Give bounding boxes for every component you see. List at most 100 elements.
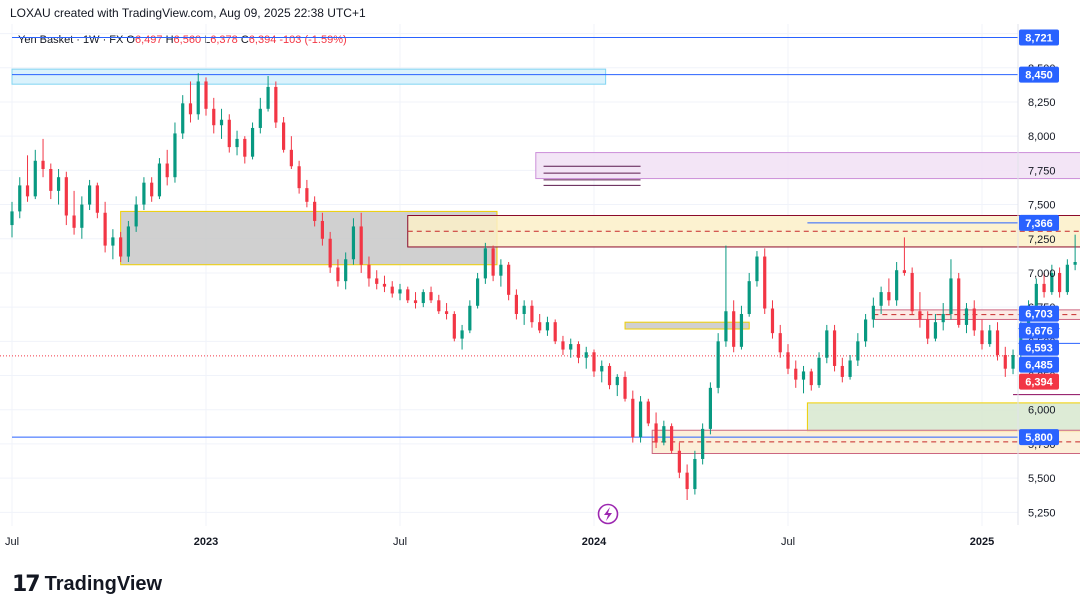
symbol-label[interactable]: Yen Basket · 1W · FX	[18, 34, 124, 46]
candle-body	[592, 352, 596, 372]
candle-body	[926, 319, 930, 339]
lightning-icon[interactable]	[597, 503, 619, 525]
candle-body	[351, 226, 356, 260]
candle-body	[235, 138, 239, 148]
candle-body	[476, 278, 480, 306]
candle-body	[739, 313, 744, 347]
candle-body	[491, 248, 495, 276]
candle-body	[95, 185, 99, 213]
levels-layer	[0, 37, 1080, 438]
candle-body	[794, 368, 798, 380]
price-label-text: 8,450	[1025, 70, 1053, 82]
candle-body	[623, 376, 627, 399]
ohlc-legend: Yen Basket · 1W · FX O6,497 H6,560 L6,37…	[18, 34, 347, 46]
candle-body	[165, 163, 169, 178]
price-label-text: 5,800	[1025, 432, 1053, 444]
candle-body	[1065, 264, 1069, 293]
candle-body	[437, 300, 441, 312]
candle-body	[10, 211, 14, 226]
candle-body	[646, 401, 650, 424]
price-label-text: 8,721	[1025, 33, 1053, 45]
candle-body	[1073, 262, 1077, 265]
candle-body	[398, 289, 402, 294]
price-axis[interactable]: 5,2505,5005,7506,0006,2506,5006,7507,000…	[1028, 29, 1056, 520]
candle-body	[390, 286, 394, 294]
y-tick-label: 7,000	[1028, 268, 1056, 280]
candle-body	[755, 256, 759, 282]
price-chart[interactable]: 5,2505,5005,7506,0006,2506,5006,7507,000…	[0, 0, 1080, 560]
zone-top	[11, 68, 607, 85]
high-value: 6,560	[173, 34, 202, 46]
candle-body	[18, 185, 22, 212]
candle-body	[243, 138, 247, 157]
candle-body	[747, 281, 751, 314]
candle-body	[421, 292, 425, 304]
candle-body	[677, 450, 681, 473]
price-label-text: 6,593	[1025, 343, 1053, 355]
price-labels-layer: 8,721 8,450 7,366 6,703 6,676 6,593 6,485 6,394…	[1019, 29, 1059, 446]
candle-body	[181, 103, 185, 134]
candle-body	[848, 360, 852, 377]
candle-body	[1011, 355, 1015, 369]
candle-body	[825, 330, 829, 358]
candle-body	[212, 108, 216, 126]
price-label-badge	[1019, 356, 1059, 373]
candle-body	[631, 398, 635, 438]
candle-body	[173, 133, 177, 178]
price-label-text: 6,703	[1025, 309, 1053, 321]
candle-body	[258, 108, 262, 128]
candle-body	[499, 264, 503, 276]
candle-body	[468, 305, 472, 331]
candle-body	[654, 423, 658, 443]
candle-body	[941, 313, 945, 323]
candle-body	[336, 267, 340, 282]
x-tick-label: Jul	[393, 536, 407, 548]
candle-body	[910, 272, 914, 312]
open-value: 6,497	[134, 34, 163, 46]
candle-body	[72, 215, 76, 228]
candle-body	[879, 292, 883, 306]
candle-body	[150, 182, 154, 197]
candle-body	[483, 248, 487, 279]
candle-body	[995, 330, 1000, 356]
candle-body	[142, 182, 146, 205]
x-tick-label: 2024	[582, 536, 607, 548]
candle-body	[514, 294, 518, 314]
candle-body	[545, 322, 550, 331]
y-tick-label: 5,250	[1028, 507, 1056, 519]
price-label-text: 6,485	[1025, 360, 1053, 372]
candle-body	[988, 330, 992, 345]
y-tick-label: 8,250	[1028, 97, 1056, 109]
candle-body	[413, 300, 418, 304]
candle-body	[763, 256, 767, 309]
candle-body	[638, 401, 643, 438]
candle-body	[507, 264, 511, 295]
candle-body	[266, 86, 270, 109]
candle-body	[530, 305, 534, 323]
x-tick-label: Jul	[5, 536, 19, 548]
candle-body	[250, 127, 255, 157]
candle-body	[196, 81, 200, 115]
x-tick-label: Jul	[781, 536, 795, 548]
candle-body	[716, 341, 720, 388]
candle-body	[49, 168, 53, 191]
candle-body	[406, 289, 410, 301]
candle-body	[103, 212, 107, 246]
open-label: O	[126, 34, 135, 46]
price-label-badge	[1019, 373, 1059, 390]
candle-body	[801, 371, 806, 380]
candle-body	[670, 426, 674, 451]
candle-body	[708, 387, 712, 429]
close-label: C	[240, 34, 249, 46]
candle-body	[219, 119, 224, 126]
tradingview-logo[interactable]: 17 TradingView	[12, 572, 162, 597]
candle-body	[902, 270, 906, 273]
time-axis[interactable]: Jul2023Jul2024Jul2025Jul2026Jul2027Jul	[5, 536, 1080, 548]
candle-body	[600, 365, 604, 372]
candle-body	[157, 163, 162, 197]
change-value: -103 (-1.59%)	[279, 34, 347, 46]
candle-body	[918, 311, 922, 320]
zone-gray-small	[624, 321, 750, 330]
candle-body	[320, 220, 324, 239]
candle-body	[980, 330, 984, 345]
